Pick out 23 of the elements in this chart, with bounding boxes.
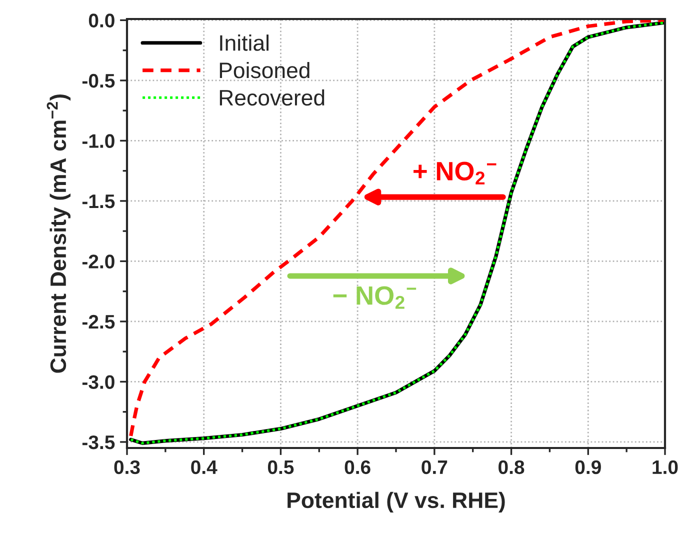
x-tick-label: 0.9	[575, 460, 601, 474]
x-tick-label: 1.0	[652, 460, 678, 474]
x-tick-label: 0.8	[498, 460, 524, 474]
x-tick-label: 0.5	[268, 460, 294, 474]
annotation: − NO$_{2}$$^{−}$	[333, 286, 416, 309]
y-tick-label: -0.5	[82, 74, 115, 88]
y-tick-label: -1.5	[82, 194, 115, 208]
legend-label: Recovered	[220, 89, 324, 106]
x-tick-label: 0.4	[191, 460, 218, 474]
x-tick-label: 0.7	[422, 460, 448, 474]
y-tick-label: -2.0	[82, 254, 114, 268]
y-axis-title: Current Density (mA cm$^{−2}$)	[46, 94, 70, 373]
y-tick-label: 0.0	[88, 14, 114, 28]
x-tick-label: 0.3	[114, 460, 140, 474]
annotation: + NO$_{2}$$^{−}$	[414, 162, 496, 184]
x-axis-title: Potential (V vs. RHE)	[288, 492, 505, 513]
y-tick-label: -1.0	[82, 134, 114, 148]
y-tick-label: -2.5	[82, 314, 115, 329]
y-tick-label: -3.0	[82, 375, 114, 389]
x-tick-label: 0.6	[344, 460, 370, 474]
y-tick-label: -3.5	[82, 435, 115, 450]
legend-label: Initial	[220, 34, 269, 51]
legend-label: Poisoned	[220, 62, 310, 78]
